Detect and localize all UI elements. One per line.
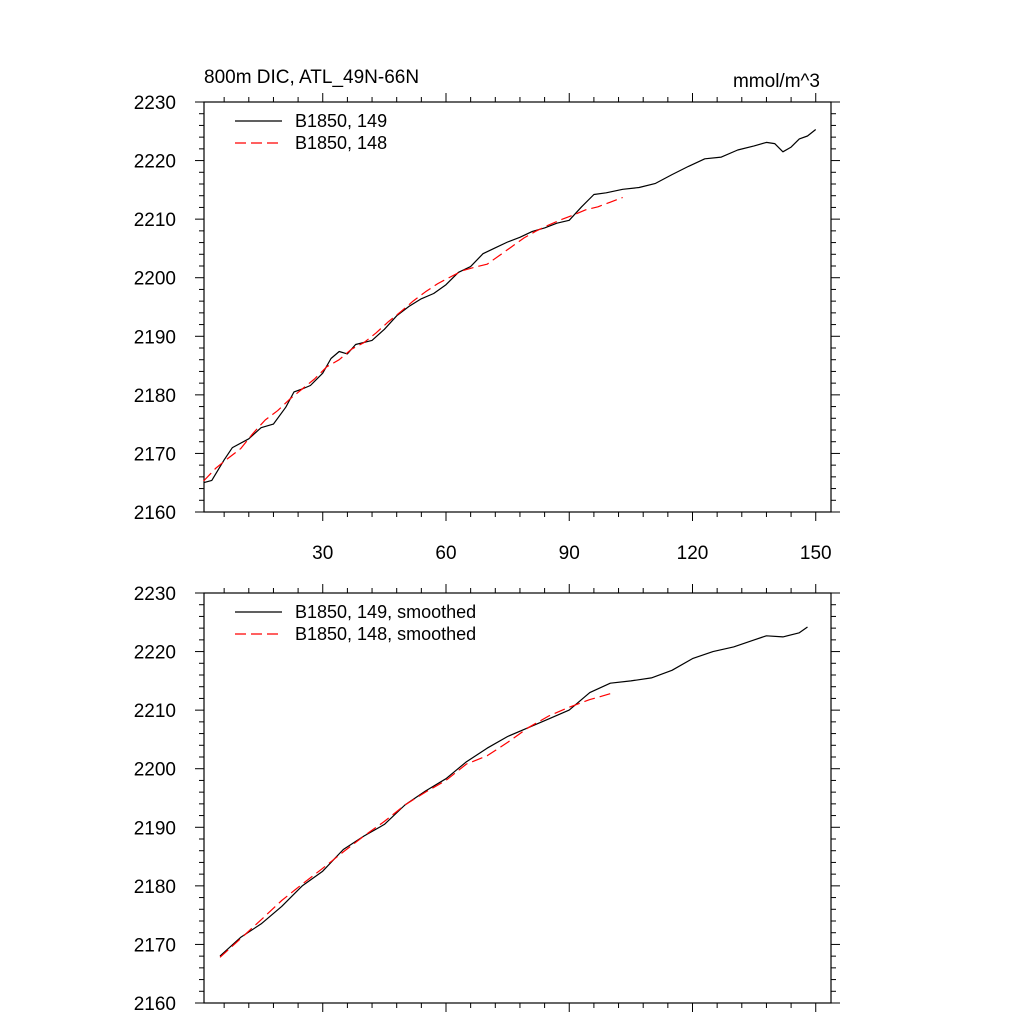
- series-line-148: [219, 693, 611, 958]
- series-line-149: [219, 626, 808, 957]
- y-tick-label: 2220: [134, 152, 176, 173]
- y-tick-label: 2190: [134, 327, 176, 348]
- chart-title: 800m DIC, ATL_49N-66N: [204, 67, 419, 88]
- panel-bottom: 2160 2170 2180 2190 2200 2210 2220 2230 B1850, 1…: [134, 584, 840, 1015]
- plot-frame: [203, 101, 832, 513]
- legend-label: B1850, 149: [295, 111, 387, 131]
- plot-frame: [203, 592, 832, 1004]
- y-tick-label: 2200: [134, 760, 176, 781]
- y-tick-label: 2170: [134, 935, 176, 956]
- y-tick-label: 2180: [134, 877, 176, 898]
- units-label: mmol/m^3: [733, 71, 820, 92]
- x-tick-label: 90: [559, 543, 580, 564]
- x-tick-label: 30: [312, 543, 333, 564]
- x-tick-label: 120: [677, 543, 709, 564]
- y-tick-label: 2200: [134, 269, 176, 290]
- x-tick-label: 60: [435, 543, 456, 564]
- legend-label: B1850, 148, smoothed: [295, 624, 476, 644]
- y-tick-label: 2210: [134, 210, 176, 231]
- legend-label: B1850, 148: [295, 133, 387, 153]
- series-line-149: [203, 129, 817, 484]
- y-tick-label: 2160: [134, 503, 176, 524]
- y-tick-label: 2210: [134, 701, 176, 722]
- x-tick-label: 150: [800, 543, 832, 564]
- y-tick-label: 2170: [134, 444, 176, 465]
- legend-label: B1850, 149, smoothed: [295, 602, 476, 622]
- y-tick-label: 2230: [134, 584, 176, 605]
- y-tick-label: 2230: [134, 93, 176, 114]
- y-tick-label: 2180: [134, 386, 176, 407]
- y-tick-label: 2190: [134, 818, 176, 839]
- y-tick-label: 2220: [134, 643, 176, 664]
- panel-top: 2160 2170 2180 2190 2200 2210 2220 2230 30 60 90 12…: [134, 93, 840, 564]
- y-tick-label: 2160: [134, 994, 176, 1015]
- series-line-148: [203, 196, 623, 482]
